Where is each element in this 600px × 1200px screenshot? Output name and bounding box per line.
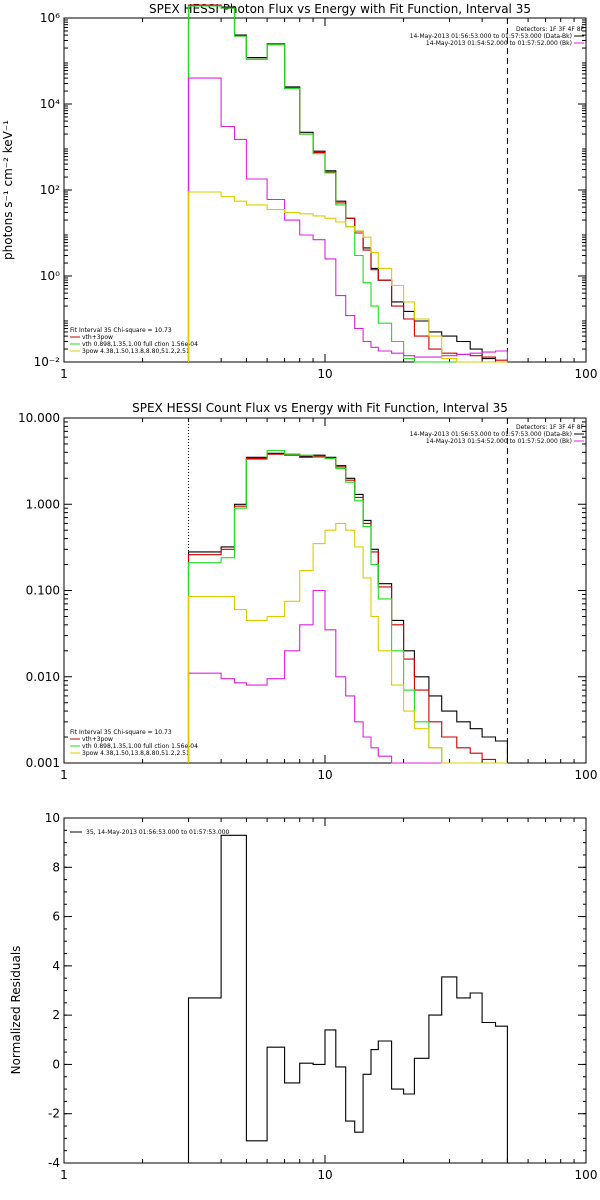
y-tick-label-2-0: 10	[45, 811, 60, 825]
count-legend-3pow: 3pow 4.38,1.50,13.8,8.80,51.2,2.51	[82, 750, 190, 757]
photon-legend-data-interval: 14-May-2013 01:56:53.000 to 01:57:53.000…	[410, 33, 572, 40]
x-tick-label-2-1: 10	[317, 1168, 332, 1182]
x-tick-label-0-1: 10	[317, 367, 332, 381]
photon-flux-legend-left: Fit Interval 35 Chi-square = 10.73 vth+3…	[70, 327, 198, 355]
series-line-0-4	[187, 191, 508, 363]
count-legend-vth3pow: vth+3pow	[82, 736, 113, 743]
photon-legend-vth: vth 0.898,1.35,1.00 full ction 1.56e-04	[82, 341, 198, 348]
count-flux-title: SPEX HESSI Count Flux vs Energy with Fit…	[132, 401, 508, 415]
y-tick-label-2-2: 6	[52, 910, 60, 924]
y-tick-label-0-1: 10⁴	[40, 97, 60, 111]
y-tick-label-2-4: 2	[52, 1008, 60, 1022]
y-tick-label-1-0: 10.000	[18, 411, 60, 425]
x-tick-label-0-0: 1	[60, 367, 68, 381]
series-line-1-3	[187, 589, 508, 764]
residuals-ylabel: Normalized Residuals	[9, 946, 23, 1075]
y-tick-label-0-4: 10⁻²	[34, 355, 61, 369]
y-tick-label-1-3: 0.010	[26, 670, 60, 684]
y-tick-label-1-2: 0.100	[26, 584, 60, 598]
series-line-1-2	[187, 449, 508, 764]
x-tick-label-2-2: 100	[575, 1168, 598, 1182]
photon-legend-bk-interval: 14-May-2013 01:54:52.000 to 01:57:52.000…	[426, 40, 572, 47]
photon-flux-legend-right: Detectors: 1F 3F 4F 8F 14-May-2013 01:56…	[410, 26, 585, 47]
series-line-0-3	[187, 77, 508, 362]
y-tick-label-0-0: 10⁶	[40, 11, 60, 25]
count-legend-vth: vth 0.898,1.35,1.00 full ction 1.56e-04	[82, 743, 198, 750]
series-line-0-1	[187, 4, 508, 362]
count-legend-data-interval: 14-May-2013 01:56:53.000 to 01:57:53.000…	[410, 431, 572, 438]
count-legend-fit: Fit Interval 35 Chi-square = 10.73	[70, 729, 172, 736]
y-tick-label-0-2: 10²	[40, 183, 60, 197]
y-tick-label-2-1: 8	[52, 860, 60, 874]
residuals-legend: 35, 14-May-2013 01:56:53.000 to 01:57:53…	[70, 829, 230, 836]
x-tick-label-1-1: 10	[317, 768, 332, 782]
y-tick-label-1-1: 1.000	[26, 497, 60, 511]
x-tick-label-0-2: 100	[575, 367, 598, 381]
photon-flux-ylabel: photons s⁻¹ cm⁻² keV⁻¹	[1, 120, 15, 260]
x-tick-label-2-0: 1	[60, 1168, 68, 1182]
count-flux-legend-right: Detectors: 1F 3F 4F 8F 14-May-2013 01:56…	[410, 424, 585, 445]
y-tick-label-2-7: -4	[48, 1156, 60, 1170]
series-line-0-2	[187, 5, 508, 363]
y-tick-label-0-3: 10⁰	[40, 269, 60, 283]
count-flux-legend-left: Fit Interval 35 Chi-square = 10.73 vth+3…	[70, 729, 198, 757]
photon-legend-3pow: 3pow 4.38,1.50,13.8,8.80,51.2,2.51	[82, 348, 190, 355]
count-legend-detectors: Detectors: 1F 3F 4F 8F	[516, 424, 585, 431]
series-line-1-4	[187, 522, 508, 764]
y-tick-label-1-4: 0.001	[26, 756, 60, 770]
residuals-panel: Normalized Residuals 35, 14-May-2013 01:…	[9, 811, 597, 1182]
series-line-1-1	[187, 453, 508, 764]
photon-legend-fit: Fit Interval 35 Chi-square = 10.73	[70, 327, 172, 334]
photon-flux-title: SPEX HESSI Photon Flux vs Energy with Fi…	[149, 2, 531, 16]
photon-legend-detectors: Detectors: 1F 3F 4F 8F	[516, 26, 585, 33]
count-legend-bk-interval: 14-May-2013 01:54:52.000 to 01:57:52.000…	[426, 438, 572, 445]
series-line-1-0	[187, 452, 508, 763]
photon-legend-vth3pow: vth+3pow	[82, 334, 113, 341]
residuals-legend-label: 35, 14-May-2013 01:56:53.000 to 01:57:53…	[86, 829, 230, 836]
y-tick-label-2-3: 4	[52, 959, 60, 973]
series-line-2-0	[187, 834, 508, 1163]
photon-flux-panel: SPEX HESSI Photon Flux vs Energy with Fi…	[1, 2, 597, 381]
count-flux-panel: SPEX HESSI Count Flux vs Energy with Fit…	[18, 401, 597, 782]
x-tick-label-1-0: 1	[60, 768, 68, 782]
y-tick-label-2-5: 0	[52, 1057, 60, 1071]
x-tick-label-1-2: 100	[575, 768, 598, 782]
series-line-0-0	[187, 4, 508, 363]
y-tick-label-2-6: -2	[48, 1107, 60, 1121]
